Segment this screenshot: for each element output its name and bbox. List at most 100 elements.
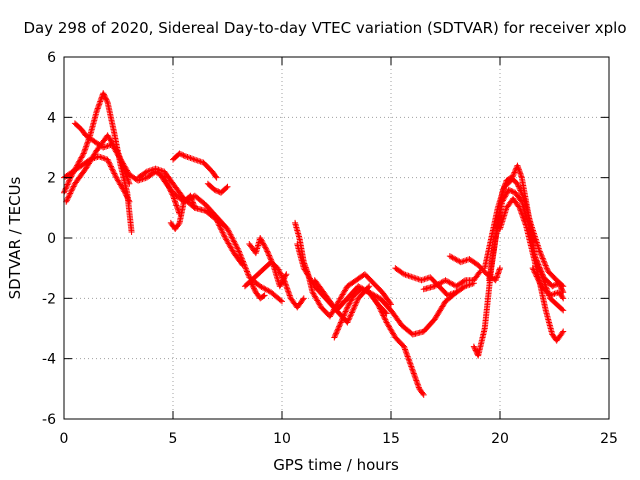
data-point <box>299 296 306 303</box>
data-point <box>145 168 152 175</box>
data-point <box>257 235 264 241</box>
data-point <box>65 193 72 200</box>
data-point <box>181 152 188 159</box>
data-point <box>411 371 418 378</box>
data-point <box>534 274 541 281</box>
series-track-12 <box>241 259 307 311</box>
data-point <box>510 170 517 177</box>
data-point <box>507 177 514 184</box>
data-point <box>333 329 340 336</box>
x-tick-label: 10 <box>273 431 291 447</box>
data-point <box>413 378 420 385</box>
data-point <box>276 283 283 290</box>
data-point <box>231 238 238 245</box>
data-point <box>228 232 235 239</box>
data-point <box>148 167 155 174</box>
series-track-19 <box>420 268 484 293</box>
data-point <box>212 173 219 180</box>
series-track-16 <box>311 277 373 326</box>
data-point <box>266 252 273 259</box>
data-point <box>347 312 354 319</box>
axis-ticks <box>63 56 610 420</box>
data-point <box>152 165 159 172</box>
x-axis-label: GPS time / hours <box>273 456 399 474</box>
data-point <box>115 150 122 157</box>
data-point <box>217 225 224 232</box>
data-point <box>521 218 528 225</box>
data-point <box>558 286 565 293</box>
data-point <box>76 158 83 165</box>
data-point <box>413 377 420 384</box>
data-point <box>154 166 161 173</box>
data-point <box>128 228 135 235</box>
data-point <box>83 142 90 149</box>
data-point <box>226 230 233 237</box>
y-axis-label: SDTVAR / TECUs <box>6 176 24 299</box>
data-point <box>218 226 225 233</box>
data-point <box>520 215 527 222</box>
data-point <box>261 243 268 250</box>
data-point <box>241 261 248 268</box>
data-point <box>365 284 372 291</box>
data-point <box>507 187 514 194</box>
data-point <box>509 174 516 181</box>
data-point <box>421 276 428 283</box>
data-point <box>408 273 415 280</box>
data-point <box>242 264 249 271</box>
data-point <box>342 309 349 316</box>
data-point <box>550 282 557 289</box>
data-point <box>238 255 245 262</box>
data-point <box>101 143 108 150</box>
data-point <box>530 266 537 273</box>
data-point <box>352 302 359 309</box>
data-point <box>143 168 150 175</box>
data-point <box>108 164 115 171</box>
data-point <box>100 155 107 162</box>
data-point <box>336 323 343 330</box>
data-point <box>450 290 457 297</box>
data-point <box>180 152 187 159</box>
data-point <box>69 186 76 193</box>
x-tick-label: 15 <box>382 431 400 447</box>
data-point <box>122 189 129 196</box>
data-point <box>95 104 102 111</box>
data-point <box>242 265 249 272</box>
data-point <box>121 166 128 173</box>
data-point <box>345 318 352 325</box>
data-point <box>540 258 547 265</box>
data-point <box>412 376 419 383</box>
data-point <box>516 186 523 193</box>
data-point <box>376 304 383 311</box>
data-point <box>500 196 507 203</box>
data-point <box>171 196 178 203</box>
data-point <box>286 291 293 298</box>
data-point <box>116 151 123 158</box>
data-point <box>531 269 538 276</box>
data-point <box>81 147 88 154</box>
data-point <box>122 191 129 198</box>
data-point <box>560 295 567 302</box>
data-point <box>558 285 565 292</box>
data-point <box>224 183 231 190</box>
data-point <box>414 275 421 282</box>
data-point <box>101 92 108 99</box>
data-point <box>123 192 130 199</box>
data-point <box>80 150 87 157</box>
data-point <box>535 277 542 284</box>
data-point <box>404 353 411 360</box>
data-point <box>105 159 112 166</box>
data-point <box>351 303 358 310</box>
data-point <box>211 186 218 193</box>
y-tick-label: 2 <box>47 171 56 187</box>
data-point <box>125 196 132 203</box>
data-point <box>70 183 77 190</box>
data-point <box>399 270 406 277</box>
data-point <box>193 157 200 164</box>
data-point <box>531 267 538 274</box>
data-point <box>98 154 105 161</box>
data-point <box>111 170 118 177</box>
data-point <box>403 272 410 279</box>
data-point <box>125 179 132 186</box>
data-point <box>116 153 123 160</box>
data-point <box>415 276 422 283</box>
